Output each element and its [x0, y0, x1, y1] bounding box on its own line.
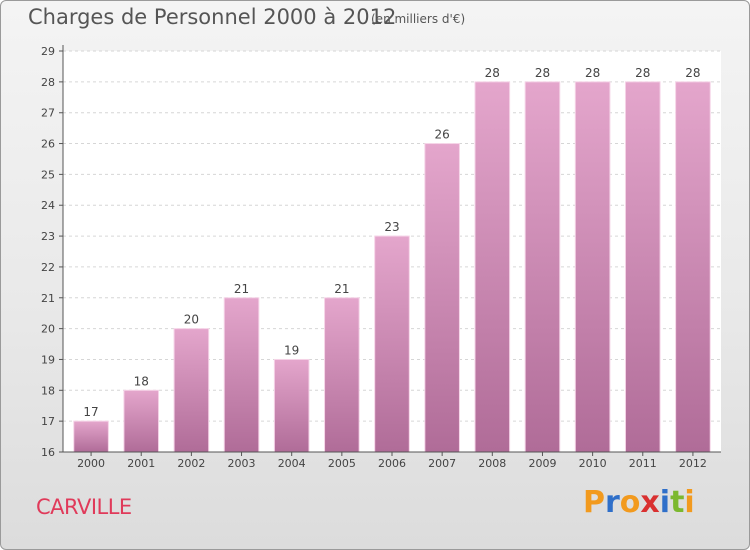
y-tick-label: 17 [41, 415, 55, 428]
bar-value-label: 19 [284, 343, 299, 357]
x-tick-label: 2012 [679, 457, 707, 470]
bar [173, 328, 210, 453]
y-tick-label: 16 [41, 446, 55, 459]
bar [123, 389, 160, 453]
y-tick-label: 26 [41, 138, 55, 151]
bar-value-label: 20 [184, 313, 199, 327]
bar [524, 81, 561, 453]
x-tick-label: 2008 [478, 457, 506, 470]
bar [324, 297, 360, 453]
x-tick-label: 2000 [77, 457, 105, 470]
gridlines [63, 50, 721, 422]
bar-value-label: 18 [134, 374, 149, 388]
y-tick-label: 23 [41, 230, 55, 243]
bar-value-label: 21 [334, 282, 349, 296]
brand-letter: o [619, 485, 641, 520]
bar [374, 235, 410, 453]
y-tick-label: 25 [41, 168, 55, 181]
x-tick-label: 2007 [428, 457, 456, 470]
y-tick-label: 28 [41, 76, 55, 89]
axes: 16 17 18 19 20 21 22 23 24 25 26 27 28 29 2000 2001 2002… [41, 45, 721, 470]
brand-letter: x [640, 485, 660, 520]
bar-value-label: 28 [585, 66, 600, 80]
bar [273, 358, 310, 453]
town-name: CARVILLE [36, 495, 132, 519]
y-tick-label: 18 [41, 384, 55, 397]
y-tick-label: 21 [41, 292, 55, 305]
y-tick-label: 27 [41, 107, 55, 120]
y-tick-label: 20 [41, 323, 55, 336]
bar [424, 143, 460, 453]
bar [223, 297, 260, 453]
bar-value-label: 23 [384, 220, 399, 234]
x-tick-label: 2006 [378, 457, 406, 470]
bar-value-label: 17 [83, 405, 98, 419]
y-tick-label: 24 [41, 199, 55, 212]
x-tick-label: 2011 [629, 457, 657, 470]
x-tick-label: 2010 [579, 457, 607, 470]
x-tick-label: 2002 [177, 457, 205, 470]
brand-logo: Proxiti [583, 485, 695, 520]
brand-letter: i [684, 485, 695, 520]
y-tick-label: 19 [41, 353, 55, 366]
bar-value-label: 28 [635, 66, 650, 80]
y-tick-label: 29 [41, 45, 55, 58]
brand-letter: i [659, 485, 671, 520]
x-tick-label: 2005 [328, 457, 356, 470]
chart-title: Charges de Personnel 2000 à 2012 [28, 5, 397, 29]
bar-value-label: 21 [234, 282, 249, 296]
y-tick-label: 22 [41, 261, 55, 274]
x-tick-label: 2001 [127, 457, 155, 470]
bar [574, 81, 611, 453]
brand-letter: t [670, 485, 685, 520]
bar-value-label: 26 [435, 128, 450, 142]
brand-letter: P [583, 485, 605, 520]
x-tick-label: 2009 [528, 457, 556, 470]
bar-value-label: 28 [485, 66, 500, 80]
bar [474, 81, 511, 453]
bar [675, 81, 711, 453]
bar-value-label: 28 [685, 66, 700, 80]
x-tick-label: 2003 [228, 457, 256, 470]
brand-letter: r [605, 485, 620, 520]
bar [73, 420, 109, 453]
chart-subtitle: (en milliers d'€) [371, 12, 466, 26]
x-tick-label: 2004 [278, 457, 306, 470]
bar-value-label: 28 [535, 66, 550, 80]
bar [624, 81, 661, 453]
